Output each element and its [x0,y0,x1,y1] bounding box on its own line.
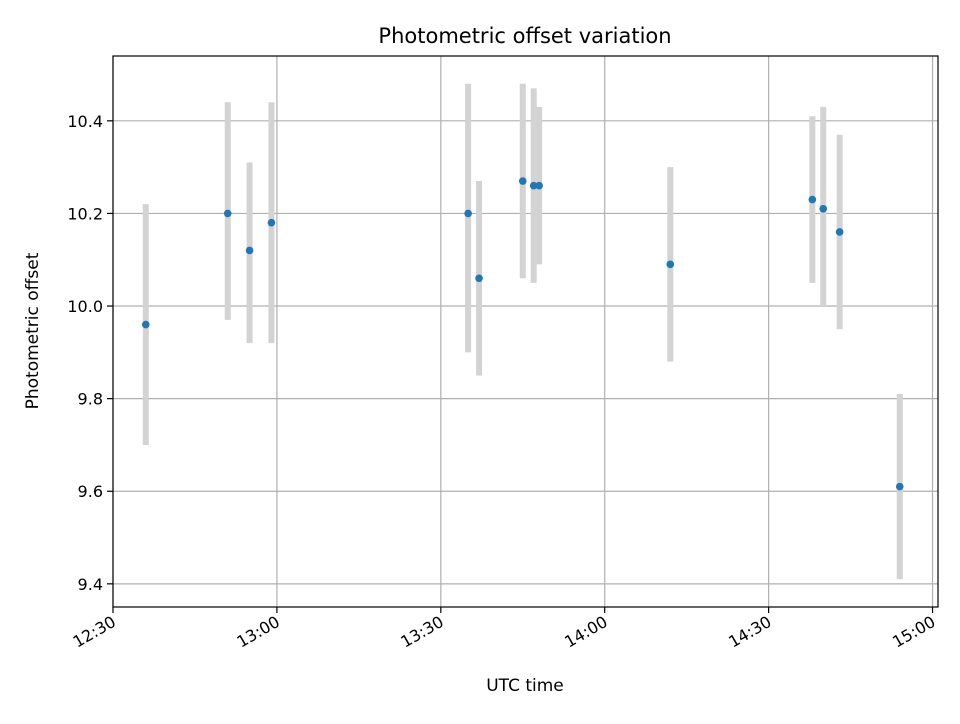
data-point [464,209,472,218]
data-point [819,204,828,213]
y-tick-label: 9.6 [78,482,103,501]
data-point [245,246,254,255]
data-point [223,209,232,218]
data-point [529,181,538,190]
data-point [535,181,543,190]
y-tick-label: 10.2 [67,204,103,223]
data-point [666,260,675,269]
plot-frame [112,55,939,608]
grid-layer [112,56,938,607]
data-point [475,274,483,283]
chart-title: Photometric offset variation [378,24,671,48]
y-tick-label: 10.4 [67,112,103,131]
y-tick-label: 10.0 [67,297,103,316]
data-point [267,218,276,227]
point-layer [141,177,904,491]
data-point [808,195,817,204]
y-tick-label: 9.4 [78,575,103,594]
y-tick-label: 9.8 [78,390,103,409]
data-point [518,177,527,185]
data-point [835,228,844,236]
y-axis-label: Photometric offset [23,252,43,409]
x-axis-label: UTC time [486,676,564,696]
data-point [895,482,904,491]
data-point [141,320,150,329]
